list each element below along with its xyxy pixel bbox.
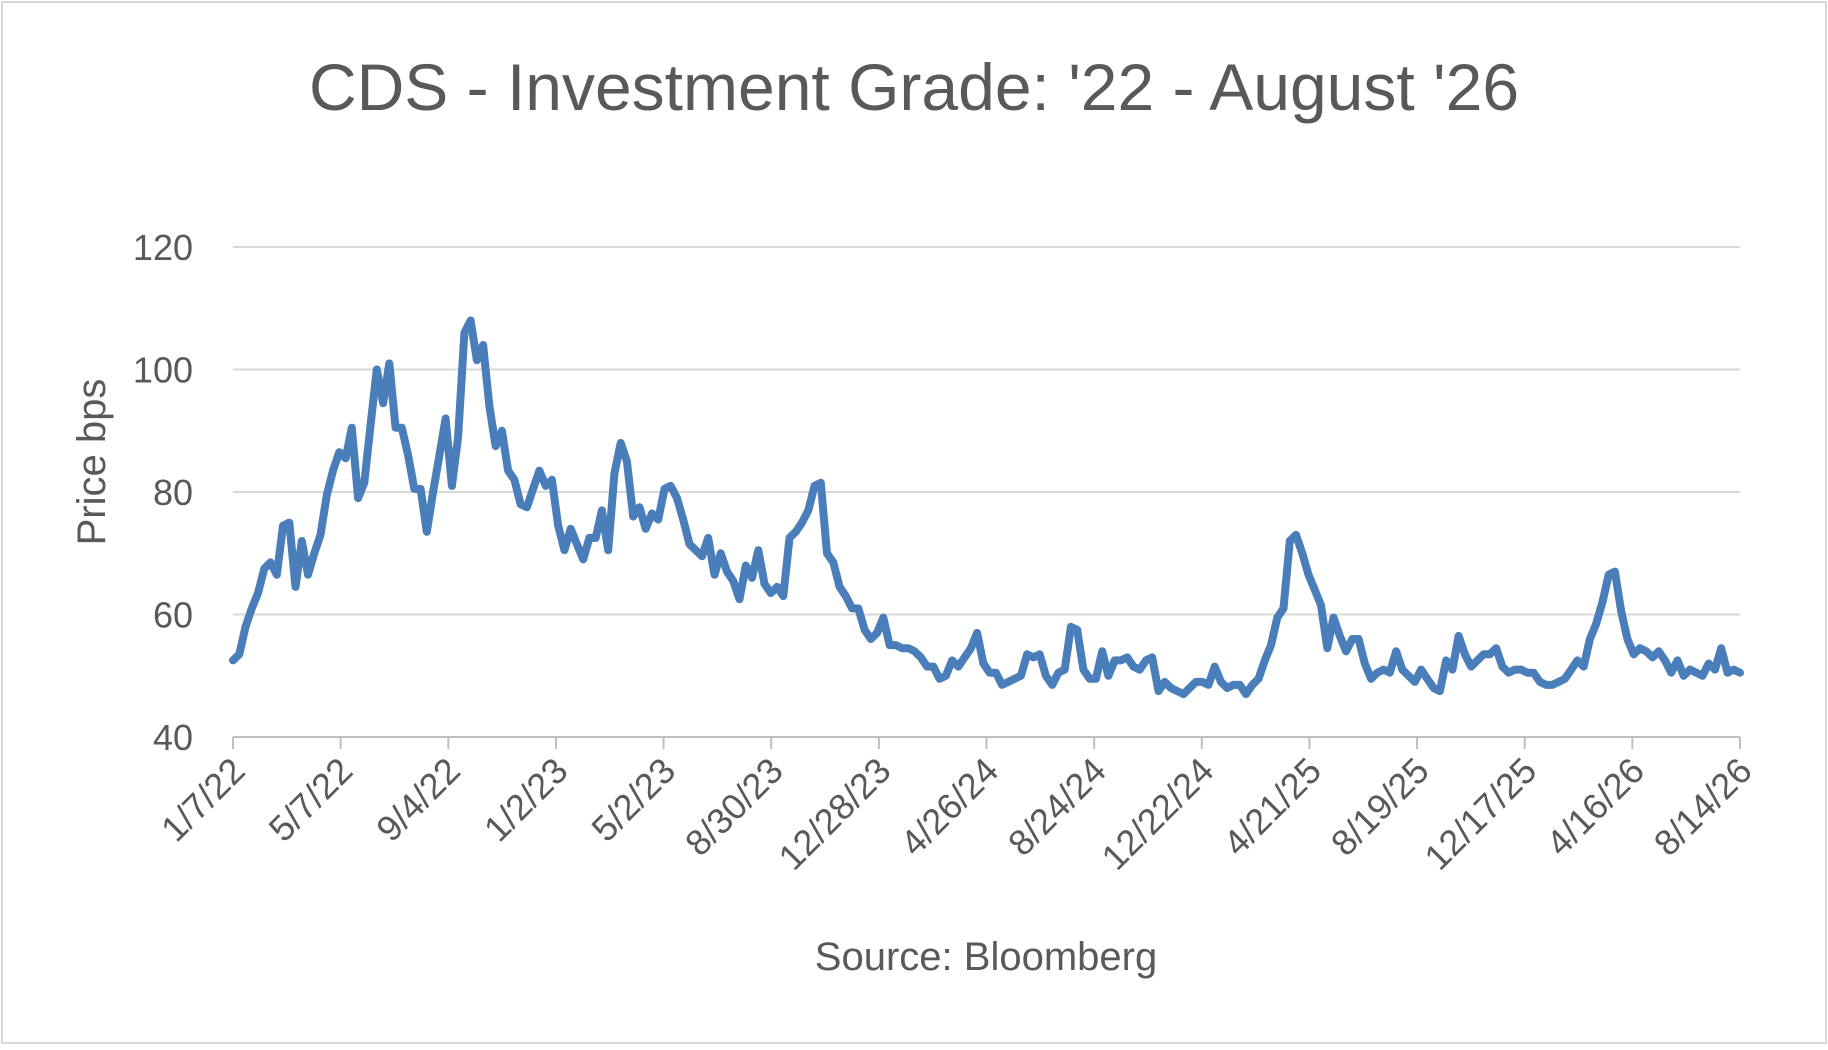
y-tick-label: 120 (133, 227, 193, 268)
chart-title: CDS - Investment Grade: '22 - August '26 (309, 50, 1519, 124)
x-axis-title: Source: Bloomberg (815, 935, 1157, 979)
y-tick-label: 80 (153, 472, 193, 513)
y-axis-title: Price bps (70, 379, 114, 546)
y-tick-label: 100 (133, 350, 193, 391)
y-tick-label: 60 (153, 595, 193, 636)
y-tick-label: 40 (153, 717, 193, 758)
series-line-0 (229, 316, 1744, 699)
y-axis-tick-labels: 40 60 80 100 120 (133, 227, 193, 758)
x-axis (232, 736, 1741, 749)
series-layer (229, 316, 1744, 699)
